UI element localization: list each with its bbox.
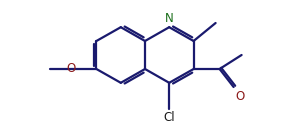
Text: O: O	[67, 62, 76, 75]
Text: O: O	[236, 90, 245, 103]
Text: Cl: Cl	[163, 111, 175, 124]
Text: N: N	[165, 12, 174, 25]
